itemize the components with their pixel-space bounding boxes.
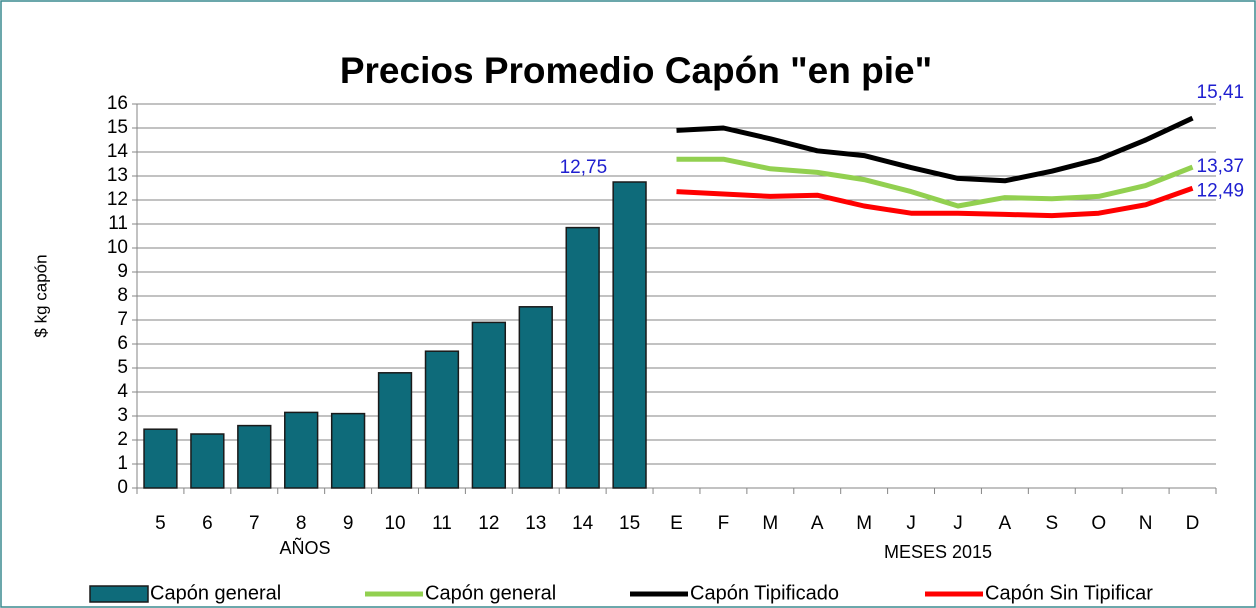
bar (424, 350, 460, 489)
y-tick-label: 15 (107, 117, 128, 138)
chart-title: Precios Promedio Capón "en pie" (340, 50, 932, 91)
x-tick-label: 15 (619, 513, 640, 534)
x-tick-label: F (718, 513, 730, 534)
line (676, 115, 1194, 184)
bar (237, 424, 272, 489)
bar (565, 226, 600, 489)
line (676, 185, 1194, 219)
y-tick-label: 4 (117, 381, 128, 402)
y-tick-label: 9 (117, 261, 128, 282)
x-axis-title: AÑOS (279, 537, 330, 558)
y-tick-label: 10 (107, 237, 128, 258)
legend-label: Capón Sin Tipificar (985, 582, 1153, 604)
x-tick-label: 12 (478, 513, 499, 534)
bar (518, 306, 553, 489)
x-tick-label: M (856, 513, 872, 534)
bar (612, 181, 647, 489)
x-tick-label: N (1139, 513, 1153, 534)
y-tick-label: 14 (107, 141, 129, 162)
bar (190, 433, 225, 489)
data-label: 12,75 (560, 157, 608, 178)
y-tick-label: 0 (117, 477, 128, 498)
legend-label: Capón Tipificado (690, 582, 839, 604)
bar (377, 372, 413, 489)
x-tick-label: M (762, 513, 778, 534)
x-tick-label: 6 (202, 513, 213, 534)
legend-label: Capón general (425, 582, 556, 604)
y-tick-label: 12 (107, 189, 128, 210)
y-tick-label: 1 (117, 453, 128, 474)
y-tick-label: 2 (117, 429, 128, 450)
x-axis-title: MESES 2015 (884, 542, 992, 562)
data-label: 15,41 (1197, 82, 1245, 103)
y-tick-label: 13 (107, 165, 128, 186)
x-tick-label: A (811, 513, 824, 534)
x-tick-label: D (1186, 513, 1200, 534)
x-tick-label: S (1045, 513, 1058, 534)
y-tick-label: 8 (117, 285, 128, 306)
x-tick-label: A (999, 513, 1012, 534)
bar (471, 321, 507, 489)
data-label: 12,49 (1197, 180, 1245, 201)
y-tick-label: 3 (117, 405, 128, 426)
y-tick-label: 7 (117, 309, 128, 330)
line (676, 156, 1194, 209)
x-tick-label: 11 (432, 513, 452, 534)
x-tick-label: 14 (572, 513, 594, 534)
y-tick-label: 16 (107, 93, 128, 114)
x-tick-label: 9 (343, 513, 354, 534)
x-tick-label: 8 (296, 513, 307, 534)
legend-swatch (89, 585, 149, 603)
x-tick-label: J (906, 513, 916, 534)
y-tick-label: 11 (108, 213, 128, 234)
x-tick-label: E (670, 513, 683, 534)
y-tick-label: 5 (117, 357, 128, 378)
bar (284, 411, 319, 489)
legend-label: Capón general (150, 582, 281, 604)
bar (330, 412, 366, 489)
x-tick-label: 13 (525, 513, 546, 534)
bar (143, 428, 178, 489)
x-tick-label: 10 (384, 513, 405, 534)
x-tick-label: J (953, 513, 963, 534)
x-tick-label: O (1091, 513, 1106, 534)
x-tick-label: 5 (155, 513, 166, 534)
y-axis-title: $ kg capón (31, 254, 50, 337)
x-tick-label: 7 (249, 513, 260, 534)
y-tick-label: 6 (117, 333, 128, 354)
data-label: 13,37 (1197, 156, 1245, 177)
